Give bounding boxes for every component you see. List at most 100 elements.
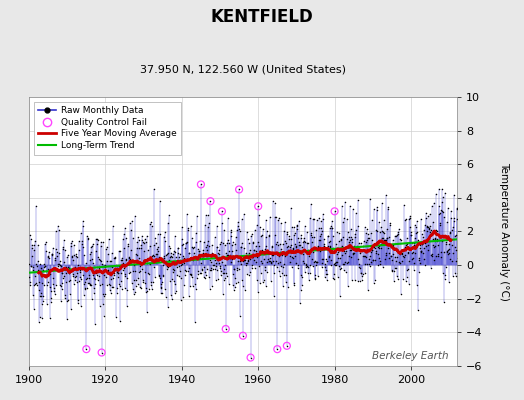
Point: [228, 242, 237, 248]
Point: [334, 249, 342, 255]
Point: [83, 285, 91, 291]
Point: [103, 282, 111, 288]
Point: [41, 268, 50, 274]
Point: [82, 259, 90, 266]
Point: [452, 247, 460, 254]
Point: [181, 272, 189, 278]
Point: [260, 256, 268, 263]
Point: [74, 296, 83, 303]
Point: [93, 236, 102, 242]
Point: [328, 224, 336, 231]
Point: [289, 255, 298, 261]
Point: [202, 244, 210, 250]
Point: [64, 252, 72, 258]
Point: [70, 252, 79, 258]
Point: [171, 288, 180, 294]
Point: [131, 268, 139, 274]
Point: [236, 258, 244, 264]
Point: [210, 251, 218, 258]
Point: [292, 226, 301, 232]
Point: [336, 237, 345, 243]
Point: [247, 265, 256, 272]
Point: [388, 267, 396, 273]
Point: [252, 242, 260, 249]
Point: [279, 241, 288, 247]
Point: [385, 250, 393, 257]
Point: [120, 245, 128, 252]
Point: [433, 228, 442, 234]
Point: [257, 233, 265, 239]
Point: [362, 254, 370, 260]
Point: [233, 227, 241, 233]
Point: [339, 234, 347, 241]
Point: [412, 230, 420, 236]
Point: [30, 238, 39, 244]
Point: [73, 253, 81, 260]
Point: [389, 243, 397, 249]
Point: [64, 270, 73, 276]
Point: [96, 303, 104, 310]
Point: [451, 233, 459, 240]
Point: [82, 275, 90, 282]
Point: [302, 262, 310, 269]
Point: [266, 255, 275, 262]
Point: [371, 245, 379, 251]
Point: [287, 241, 295, 248]
Point: [67, 240, 75, 246]
Point: [134, 281, 142, 288]
Point: [269, 198, 277, 204]
Point: [376, 228, 385, 235]
Point: [152, 251, 160, 257]
Point: [235, 186, 243, 193]
Point: [286, 244, 294, 250]
Point: [204, 238, 212, 244]
Point: [32, 282, 41, 288]
Point: [83, 236, 92, 242]
Point: [110, 270, 118, 276]
Point: [116, 283, 124, 290]
Point: [107, 258, 116, 264]
Point: [137, 242, 145, 249]
Point: [70, 277, 79, 283]
Point: [114, 270, 123, 276]
Point: [126, 227, 135, 234]
Point: [76, 274, 84, 280]
Point: [342, 247, 350, 254]
Point: [106, 258, 114, 264]
Point: [149, 256, 157, 263]
Point: [323, 232, 332, 239]
Point: [416, 260, 424, 266]
Point: [220, 277, 228, 283]
Point: [55, 260, 63, 267]
Point: [398, 250, 406, 256]
Point: [160, 253, 168, 259]
Point: [408, 256, 417, 262]
Point: [358, 276, 366, 283]
Point: [223, 272, 231, 279]
Point: [156, 284, 165, 290]
Point: [264, 256, 272, 262]
Point: [165, 256, 173, 263]
Point: [315, 224, 323, 231]
Point: [199, 252, 208, 258]
Point: [25, 274, 33, 281]
Point: [427, 227, 435, 234]
Point: [148, 286, 157, 292]
Point: [315, 232, 324, 239]
Point: [291, 241, 300, 247]
Point: [117, 256, 126, 263]
Point: [85, 280, 94, 287]
Point: [60, 247, 69, 253]
Point: [93, 263, 101, 270]
Point: [220, 266, 228, 272]
Point: [381, 255, 389, 262]
Point: [42, 238, 50, 245]
Point: [64, 264, 72, 270]
Point: [188, 243, 196, 250]
Point: [279, 283, 287, 290]
Point: [265, 232, 273, 238]
Point: [405, 281, 413, 288]
Point: [300, 260, 308, 266]
Point: [96, 257, 105, 264]
Point: [173, 250, 182, 256]
